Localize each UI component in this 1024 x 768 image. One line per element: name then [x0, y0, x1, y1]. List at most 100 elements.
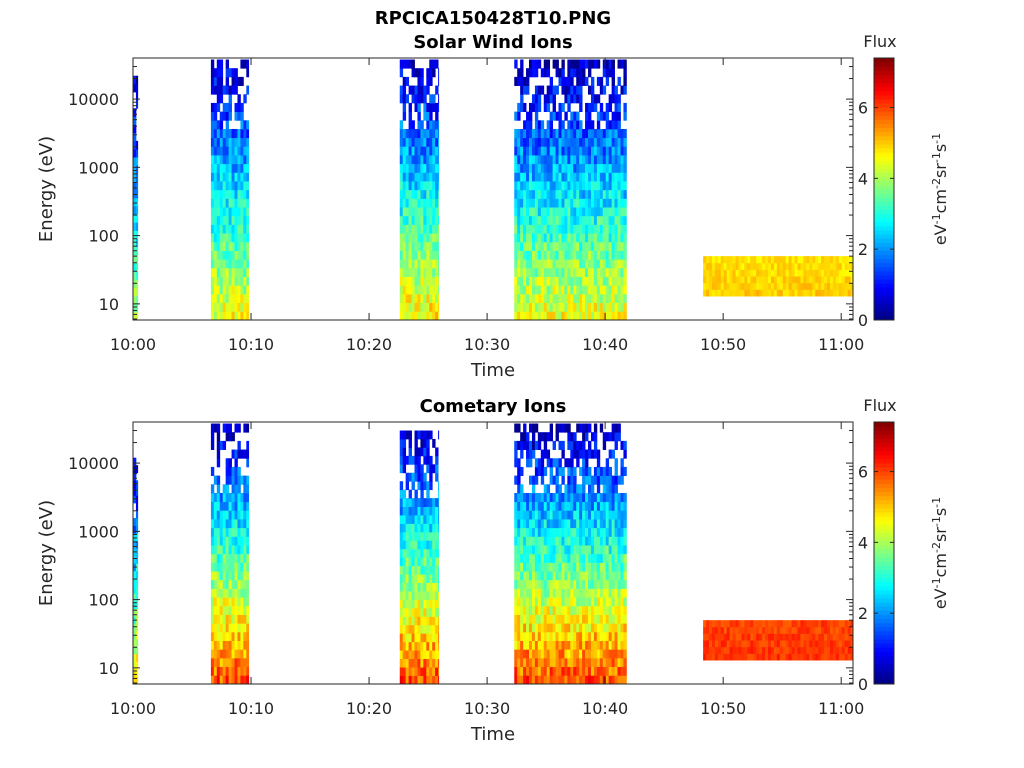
heatmap-cell [847, 620, 852, 628]
heatmap-cell [216, 146, 221, 156]
heatmap-cell [135, 83, 139, 93]
heatmap-cell [534, 189, 539, 199]
heatmap-cell [585, 267, 589, 277]
heatmap-cell [552, 59, 556, 69]
heatmap-cell [579, 76, 583, 86]
heatmap-cell [605, 285, 610, 295]
heatmap-cell [534, 276, 539, 286]
heatmap-cell [520, 510, 524, 520]
x-tick-label: 10:00 [110, 335, 156, 354]
heatmap-cell [222, 259, 227, 269]
heatmap-cell [827, 646, 831, 654]
heatmap-cell [210, 553, 215, 563]
heatmap-cell [225, 267, 230, 277]
heatmap-cell [243, 579, 247, 589]
colorbar-swatch [874, 434, 894, 439]
heatmap-cell [555, 614, 559, 624]
heatmap-cell [231, 181, 235, 191]
heatmap-cell [540, 466, 545, 477]
heatmap-cell [579, 510, 583, 520]
heatmap-cell [399, 233, 404, 243]
heatmap-cell [611, 59, 615, 69]
heatmap-cell [399, 624, 404, 634]
colorbar-swatch [874, 610, 894, 615]
heatmap-cell [552, 137, 556, 147]
heatmap-cell [225, 588, 230, 598]
heatmap-cell [770, 289, 775, 297]
heatmap-cell [240, 198, 244, 208]
heatmap-cell [540, 189, 545, 199]
heatmap-cell [531, 597, 536, 607]
heatmap-cell [417, 76, 421, 86]
heatmap-cell [588, 276, 592, 286]
heatmap-cell [405, 430, 410, 440]
heatmap-cell [552, 311, 556, 320]
heatmap-cell [523, 432, 527, 442]
heatmap-cell [800, 262, 804, 270]
heatmap-cell [213, 293, 218, 304]
heatmap-cell [432, 181, 436, 191]
colorbar-title: Flux [863, 32, 896, 51]
heatmap-cell [570, 172, 574, 182]
heatmap-cell [243, 657, 247, 668]
heatmap-cell [623, 571, 627, 581]
heatmap-cell [570, 94, 574, 104]
heatmap-cell [426, 250, 430, 260]
heatmap-cell [429, 259, 433, 269]
heatmap-cell [588, 111, 592, 121]
heatmap-cell [228, 640, 232, 650]
heatmap-cell [623, 233, 627, 243]
heatmap-cell [576, 181, 580, 191]
heatmap-cell [246, 241, 250, 251]
heatmap-cell [405, 76, 410, 86]
heatmap-cell [219, 250, 224, 260]
heatmap-cell [561, 59, 565, 69]
heatmap-cell [617, 614, 621, 624]
heatmap-cell [540, 449, 545, 459]
heatmap-cell [423, 311, 427, 320]
heatmap-cell [210, 527, 215, 537]
heatmap-cell [216, 267, 221, 277]
heatmap-cell [549, 597, 554, 607]
heatmap-cell [414, 675, 418, 684]
heatmap-cell [537, 311, 542, 320]
heatmap-cell [596, 285, 601, 295]
heatmap-cell [623, 623, 627, 633]
heatmap-cell [216, 501, 221, 511]
heatmap-cell [526, 146, 530, 156]
heatmap-cell [590, 59, 595, 69]
heatmap-cell [438, 481, 440, 491]
heatmap-cell [602, 276, 607, 286]
heatmap-cell [573, 285, 577, 295]
heatmap-cell [246, 120, 250, 130]
heatmap-cell [558, 501, 562, 511]
heatmap-cell [561, 475, 565, 485]
heatmap-cell [582, 250, 586, 260]
heatmap-cell [549, 198, 554, 208]
colorbar-swatch [874, 675, 894, 681]
heatmap-cell [243, 293, 247, 304]
heatmap-cell [219, 666, 224, 676]
heatmap-cell [423, 189, 427, 199]
heatmap-cell [561, 128, 565, 139]
heatmap-cell [534, 492, 539, 503]
heatmap-cell [531, 250, 536, 260]
heatmap-cell [797, 640, 801, 648]
heatmap-cell [838, 653, 843, 661]
heatmap-cell [794, 640, 798, 648]
heatmap-cell [228, 510, 232, 520]
heatmap-cell [429, 531, 433, 541]
heatmap-cell [558, 285, 562, 295]
heatmap-cell [414, 633, 418, 643]
heatmap-cell [411, 207, 415, 217]
heatmap-cell [531, 605, 536, 615]
heatmap-cell [237, 623, 241, 633]
heatmap-cell [614, 111, 618, 121]
heatmap-cell [222, 675, 227, 684]
heatmap-cell [408, 557, 412, 567]
heatmap-cell [408, 523, 412, 533]
heatmap-cell [605, 466, 610, 477]
heatmap-cell [573, 155, 577, 165]
heatmap-cell [135, 525, 139, 534]
heatmap-cell [785, 626, 790, 634]
